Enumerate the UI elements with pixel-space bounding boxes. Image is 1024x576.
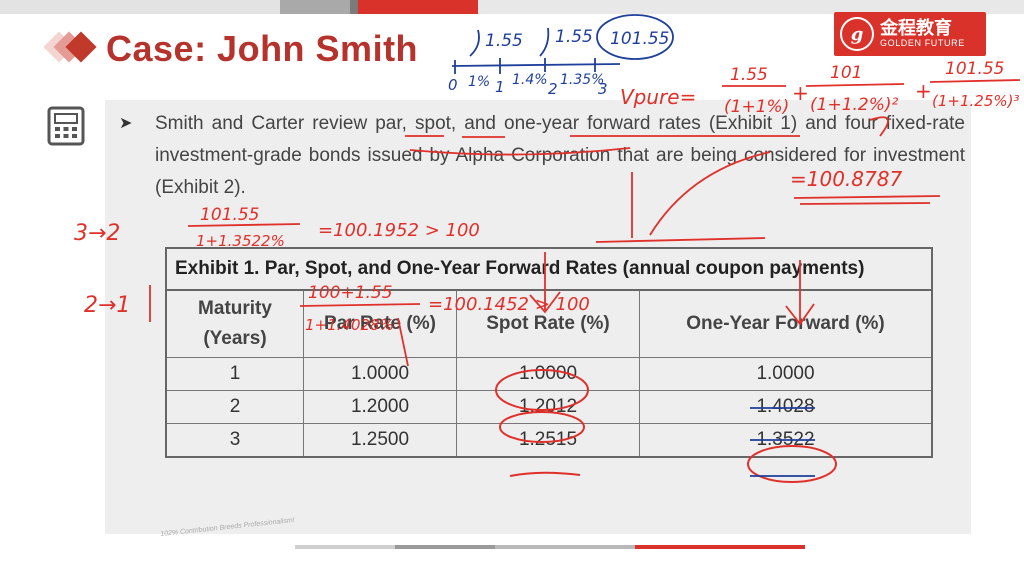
timeline-ticks (454, 58, 596, 74)
cf1-label: 1.55 (485, 31, 523, 51)
pv-n2: 101 (830, 63, 862, 83)
cell-forward-rate: 1.3522 (639, 423, 933, 458)
t3-label: 3 (598, 80, 608, 98)
cell-spot-rate: 1.0000 (456, 357, 640, 391)
table-row: 2 1.2000 1.2012 1.4028 (165, 390, 933, 424)
header-row: Maturity (Years) Par Rate (%) Spot Rate … (165, 289, 933, 358)
cf3-label: 101.55 (610, 29, 669, 49)
caption-row: Exhibit 1. Par, Spot, and One-Year Forwa… (165, 247, 933, 291)
top-bar-segment (0, 0, 280, 14)
page-title: Case: John Smith (106, 28, 419, 69)
pv-n3: 101.55 (945, 59, 1004, 79)
col-header-par-rate: Par Rate (%) (303, 289, 457, 358)
col-header-spot-rate: Spot Rate (%) (456, 289, 640, 358)
case-paragraph: Smith and Carter review par, spot, and o… (155, 113, 965, 198)
bullet-arrow-icon: ➤ (119, 115, 133, 132)
top-bar-segment (358, 0, 478, 14)
title-diamond-icon (43, 28, 104, 68)
top-bar-segment (280, 0, 350, 14)
cf2-label: 1.55 (555, 27, 593, 47)
exhibit-caption: Exhibit 1. Par, Spot, and One-Year Forwa… (165, 247, 933, 291)
timeline-labels: 1.55 1.55 101.55 0 1% 1 1.4% 2 1.35% 3 (448, 27, 669, 98)
col-header-maturity: Maturity (Years) (165, 289, 304, 358)
cell-maturity: 2 (165, 390, 304, 424)
footer-tagline: PROFESSIONAL-INNOVATIVE-VALUE-CREATING (636, 545, 770, 551)
cf1-arrow (469, 29, 480, 57)
cell-par-rate: 1.0000 (303, 357, 457, 391)
cell-forward-rate: 1.4028 (639, 390, 933, 424)
logo-name-cn: 金程教育 (880, 17, 952, 39)
cell-forward-rate: 1.0000 (639, 357, 933, 391)
logo-emblem-icon: g (840, 17, 874, 51)
logo-name-en: GOLDEN FUTURE (880, 37, 965, 48)
footer-bar-segment (295, 545, 395, 549)
cf2-arrow (539, 27, 550, 57)
footer-bar-segment (635, 545, 805, 549)
cashflow-timeline (451, 14, 674, 74)
cell-par-rate: 1.2500 (303, 423, 457, 458)
t0-label: 0 (448, 76, 458, 94)
t1-label: 1 (495, 78, 505, 96)
table-row: 1 1.0000 1.0000 1.0000 (165, 357, 933, 391)
pv-n1: 1.55 (730, 65, 768, 85)
cf3-circle (596, 14, 674, 60)
cell-par-rate: 1.2000 (303, 390, 457, 424)
t2-label: 2 (548, 80, 558, 98)
cell-maturity: 3 (165, 423, 304, 458)
footer-color-bar (295, 545, 805, 549)
table-row: 3 1.2500 1.2515 1.3522 (165, 423, 933, 458)
top-bar-segment (350, 0, 358, 14)
logo-text: 金程教育 GOLDEN FUTURE (880, 17, 965, 48)
r3-label: 1.35% (560, 72, 604, 88)
top-color-bar (0, 0, 1024, 14)
brand-logo: g 金程教育 GOLDEN FUTURE (834, 12, 986, 56)
col-header-forward-rate: One-Year Forward (%) (639, 289, 933, 358)
r1-label: 1% (468, 74, 490, 90)
cell-spot-rate: 1.2515 (456, 423, 640, 458)
footer-bar-segment (495, 545, 635, 549)
cell-maturity: 1 (165, 357, 304, 391)
timeline-line (451, 63, 621, 67)
footer-bar-segment (395, 545, 495, 549)
exhibit-table: Exhibit 1. Par, Spot, and One-Year Forwa… (165, 247, 933, 458)
calculator-icon (47, 106, 85, 146)
r2-label: 1.4% (512, 72, 548, 88)
fraction-bars (722, 79, 1021, 87)
cell-spot-rate: 1.2012 (456, 390, 640, 424)
top-bar-segment (478, 0, 1024, 14)
